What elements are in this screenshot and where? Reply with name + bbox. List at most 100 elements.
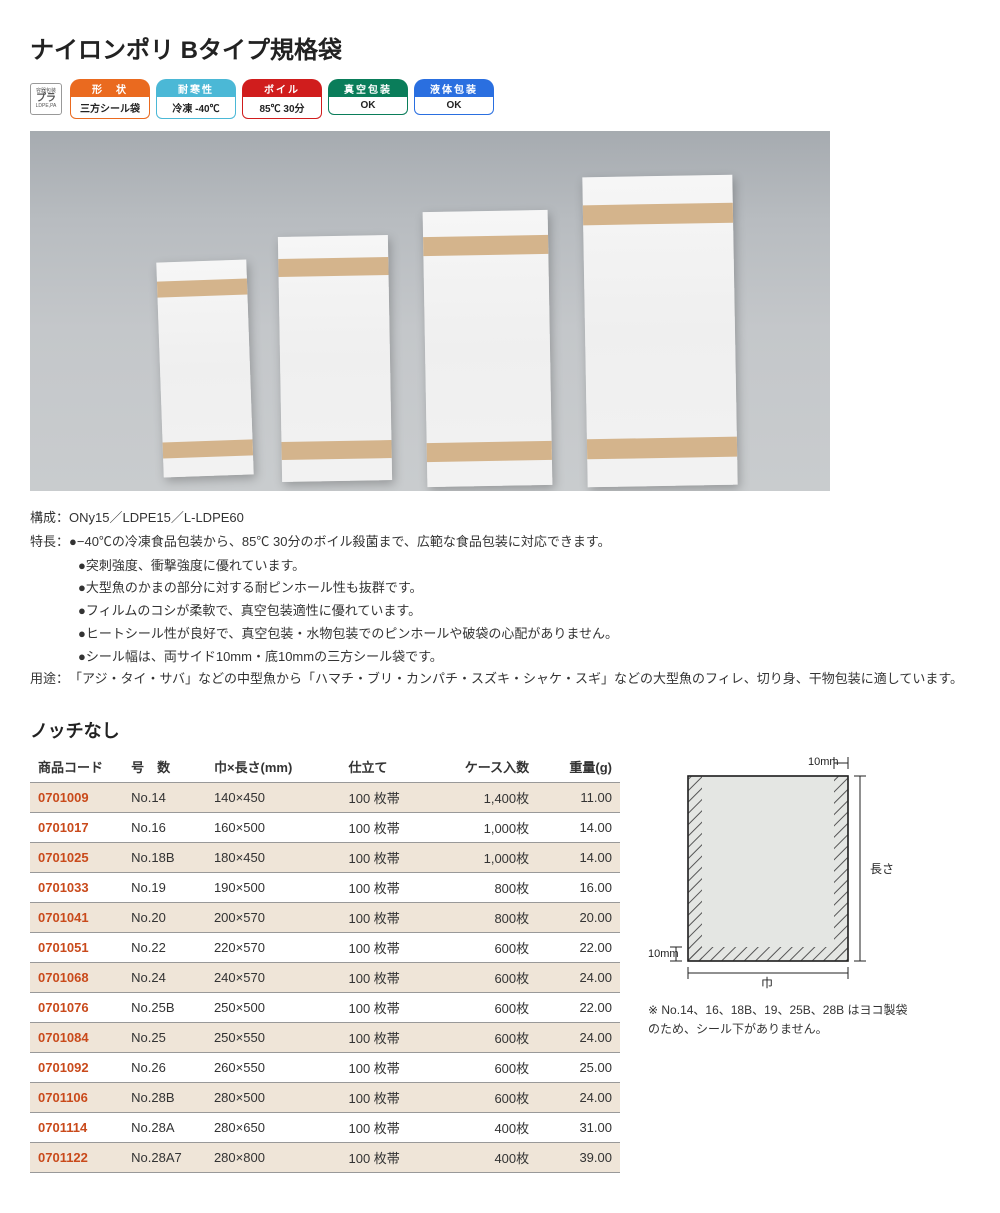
diagram-right-label: 長さ (870, 862, 894, 876)
feature-bullet: ●フィルムのコシが柔軟で、真空包装適性に優れています。 (78, 600, 970, 623)
table-cell: 100 枚帯 (341, 903, 434, 933)
bag-diagram: 10mm 長さ 10mm 巾 (648, 751, 908, 991)
table-cell: 140×450 (206, 783, 341, 813)
table-cell: 11.00 (537, 783, 620, 813)
table-cell: No.18B (123, 843, 206, 873)
table-cell: 160×500 (206, 813, 341, 843)
table-cell: 31.00 (537, 1113, 620, 1143)
table-row: 0701076No.25B250×500100 枚帯600枚22.00 (30, 993, 620, 1023)
recycle-mark-icon: 容器包装 プラ LDPE,PA (30, 83, 62, 115)
table-cell: 22.00 (537, 933, 620, 963)
table-cell: No.14 (123, 783, 206, 813)
table-cell: No.22 (123, 933, 206, 963)
table-row: 0701041No.20200×570100 枚帯800枚20.00 (30, 903, 620, 933)
diagram-wrap: 10mm 長さ 10mm 巾 ※ No.14、16、18B、19、25B、28B… (648, 751, 908, 1039)
table-cell: 14.00 (537, 843, 620, 873)
table-cell: 0701084 (30, 1023, 123, 1053)
table-cell: 1,000枚 (434, 843, 538, 873)
table-cell: 25.00 (537, 1053, 620, 1083)
table-row: 0701025No.18B180×450100 枚帯1,000枚14.00 (30, 843, 620, 873)
bag-illustration (582, 175, 737, 488)
feature-bullet: ●シール幅は、両サイド10mm・底10mmの三方シール袋です。 (78, 646, 970, 669)
diagram-top-label: 10mm (808, 756, 839, 768)
feature-pill-label: ボイル (242, 79, 322, 97)
table-cell: 100 枚帯 (341, 1113, 434, 1143)
feature-lead: ●−40℃の冷凍食品包装から、85℃ 30分のボイル殺菌まで、広範な食品包装に対… (69, 534, 611, 549)
use-label: 用途： (30, 668, 69, 691)
table-cell: 600枚 (434, 1053, 538, 1083)
table-cell: 400枚 (434, 1143, 538, 1173)
table-cell: 20.00 (537, 903, 620, 933)
table-cell: 0701122 (30, 1143, 123, 1173)
feature-pill: 耐寒性冷凍 -40℃ (156, 79, 236, 119)
table-cell: 250×500 (206, 993, 341, 1023)
table-cell: No.26 (123, 1053, 206, 1083)
diagram-bottom-label: 巾 (761, 976, 773, 990)
table-cell: 39.00 (537, 1143, 620, 1173)
use-value: 「アジ・タイ・サバ」などの中型魚から「ハマチ・ブリ・カンパチ・スズキ・シャケ・ス… (69, 671, 963, 686)
table-row: 0701009No.14140×450100 枚帯1,400枚11.00 (30, 783, 620, 813)
page-title: ナイロンポリ Bタイプ規格袋 (30, 30, 970, 65)
table-cell: 0701025 (30, 843, 123, 873)
table-cell: 0701114 (30, 1113, 123, 1143)
table-cell: 280×800 (206, 1143, 341, 1173)
table-cell: No.16 (123, 813, 206, 843)
table-cell: 0701041 (30, 903, 123, 933)
table-cell: 600枚 (434, 993, 538, 1023)
feature-pill: ボイル85℃ 30分 (242, 79, 322, 119)
diagram-note: ※ No.14、16、18B、19、25B、28B はヨコ製袋のため、シール下が… (648, 1001, 908, 1039)
table-cell: 100 枚帯 (341, 963, 434, 993)
table-cell: 0701009 (30, 783, 123, 813)
table-cell: 100 枚帯 (341, 813, 434, 843)
table-cell: 24.00 (537, 1023, 620, 1053)
table-cell: 1,400枚 (434, 783, 538, 813)
table-cell: 0701017 (30, 813, 123, 843)
feature-pill-label: 形 状 (70, 79, 150, 97)
feature-pills: 形 状三方シール袋耐寒性冷凍 -40℃ボイル85℃ 30分真空包装OK液体包装O… (70, 79, 494, 119)
table-cell: 600枚 (434, 963, 538, 993)
table-cell: 0701051 (30, 933, 123, 963)
table-cell: 240×570 (206, 963, 341, 993)
recycle-mark-bot: LDPE,PA (36, 104, 57, 109)
table-cell: 0701092 (30, 1053, 123, 1083)
table-cell: 200×570 (206, 903, 341, 933)
table-row: 0701106No.28B280×500100 枚帯600枚24.00 (30, 1083, 620, 1113)
feature-pill: 形 状三方シール袋 (70, 79, 150, 119)
table-cell: 600枚 (434, 1083, 538, 1113)
feature-pill-value: OK (328, 97, 408, 115)
feature-pill-label: 真空包装 (328, 79, 408, 97)
feature-pill-value: OK (414, 97, 494, 115)
table-cell: No.24 (123, 963, 206, 993)
table-row: 0701033No.19190×500100 枚帯800枚16.00 (30, 873, 620, 903)
table-header: 仕立て (341, 751, 434, 783)
table-cell: 100 枚帯 (341, 1083, 434, 1113)
table-cell: 260×550 (206, 1053, 341, 1083)
section-title: ノッチなし (30, 717, 970, 743)
feature-bullets: ●突刺強度、衝撃強度に優れています。●大型魚のかまの部分に対する耐ピンホール性も… (30, 555, 970, 669)
table-cell: 100 枚帯 (341, 783, 434, 813)
table-cell: 16.00 (537, 873, 620, 903)
table-cell: 220×570 (206, 933, 341, 963)
feature-pill-label: 液体包装 (414, 79, 494, 97)
diagram-left-label: 10mm (648, 948, 679, 960)
product-image (30, 131, 830, 491)
table-cell: 280×650 (206, 1113, 341, 1143)
spec-block: 構成：ONy15／LDPE15／L-LDPE60 特長：●−40℃の冷凍食品包装… (30, 507, 970, 691)
table-header: 重量(g) (537, 751, 620, 783)
table-header: ケース入数 (434, 751, 538, 783)
feature-pill-value: 冷凍 -40℃ (156, 97, 236, 119)
table-cell: 100 枚帯 (341, 843, 434, 873)
composition-value: ONy15／LDPE15／L-LDPE60 (69, 510, 244, 525)
feature-pill-value: 85℃ 30分 (242, 97, 322, 119)
table-row: 0701092No.26260×550100 枚帯600枚25.00 (30, 1053, 620, 1083)
table-row: 0701122No.28A7280×800100 枚帯400枚39.00 (30, 1143, 620, 1173)
table-row: 0701017No.16160×500100 枚帯1,000枚14.00 (30, 813, 620, 843)
table-row: 0701084No.25250×550100 枚帯600枚24.00 (30, 1023, 620, 1053)
table-cell: No.25B (123, 993, 206, 1023)
feature-bullet: ●大型魚のかまの部分に対する耐ピンホール性も抜群です。 (78, 577, 970, 600)
table-cell: No.28B (123, 1083, 206, 1113)
table-cell: No.20 (123, 903, 206, 933)
table-cell: 600枚 (434, 933, 538, 963)
spec-table: 商品コード号 数巾×長さ(mm)仕立てケース入数重量(g)0701009No.1… (30, 751, 620, 1173)
feature-pill: 真空包装OK (328, 79, 408, 119)
